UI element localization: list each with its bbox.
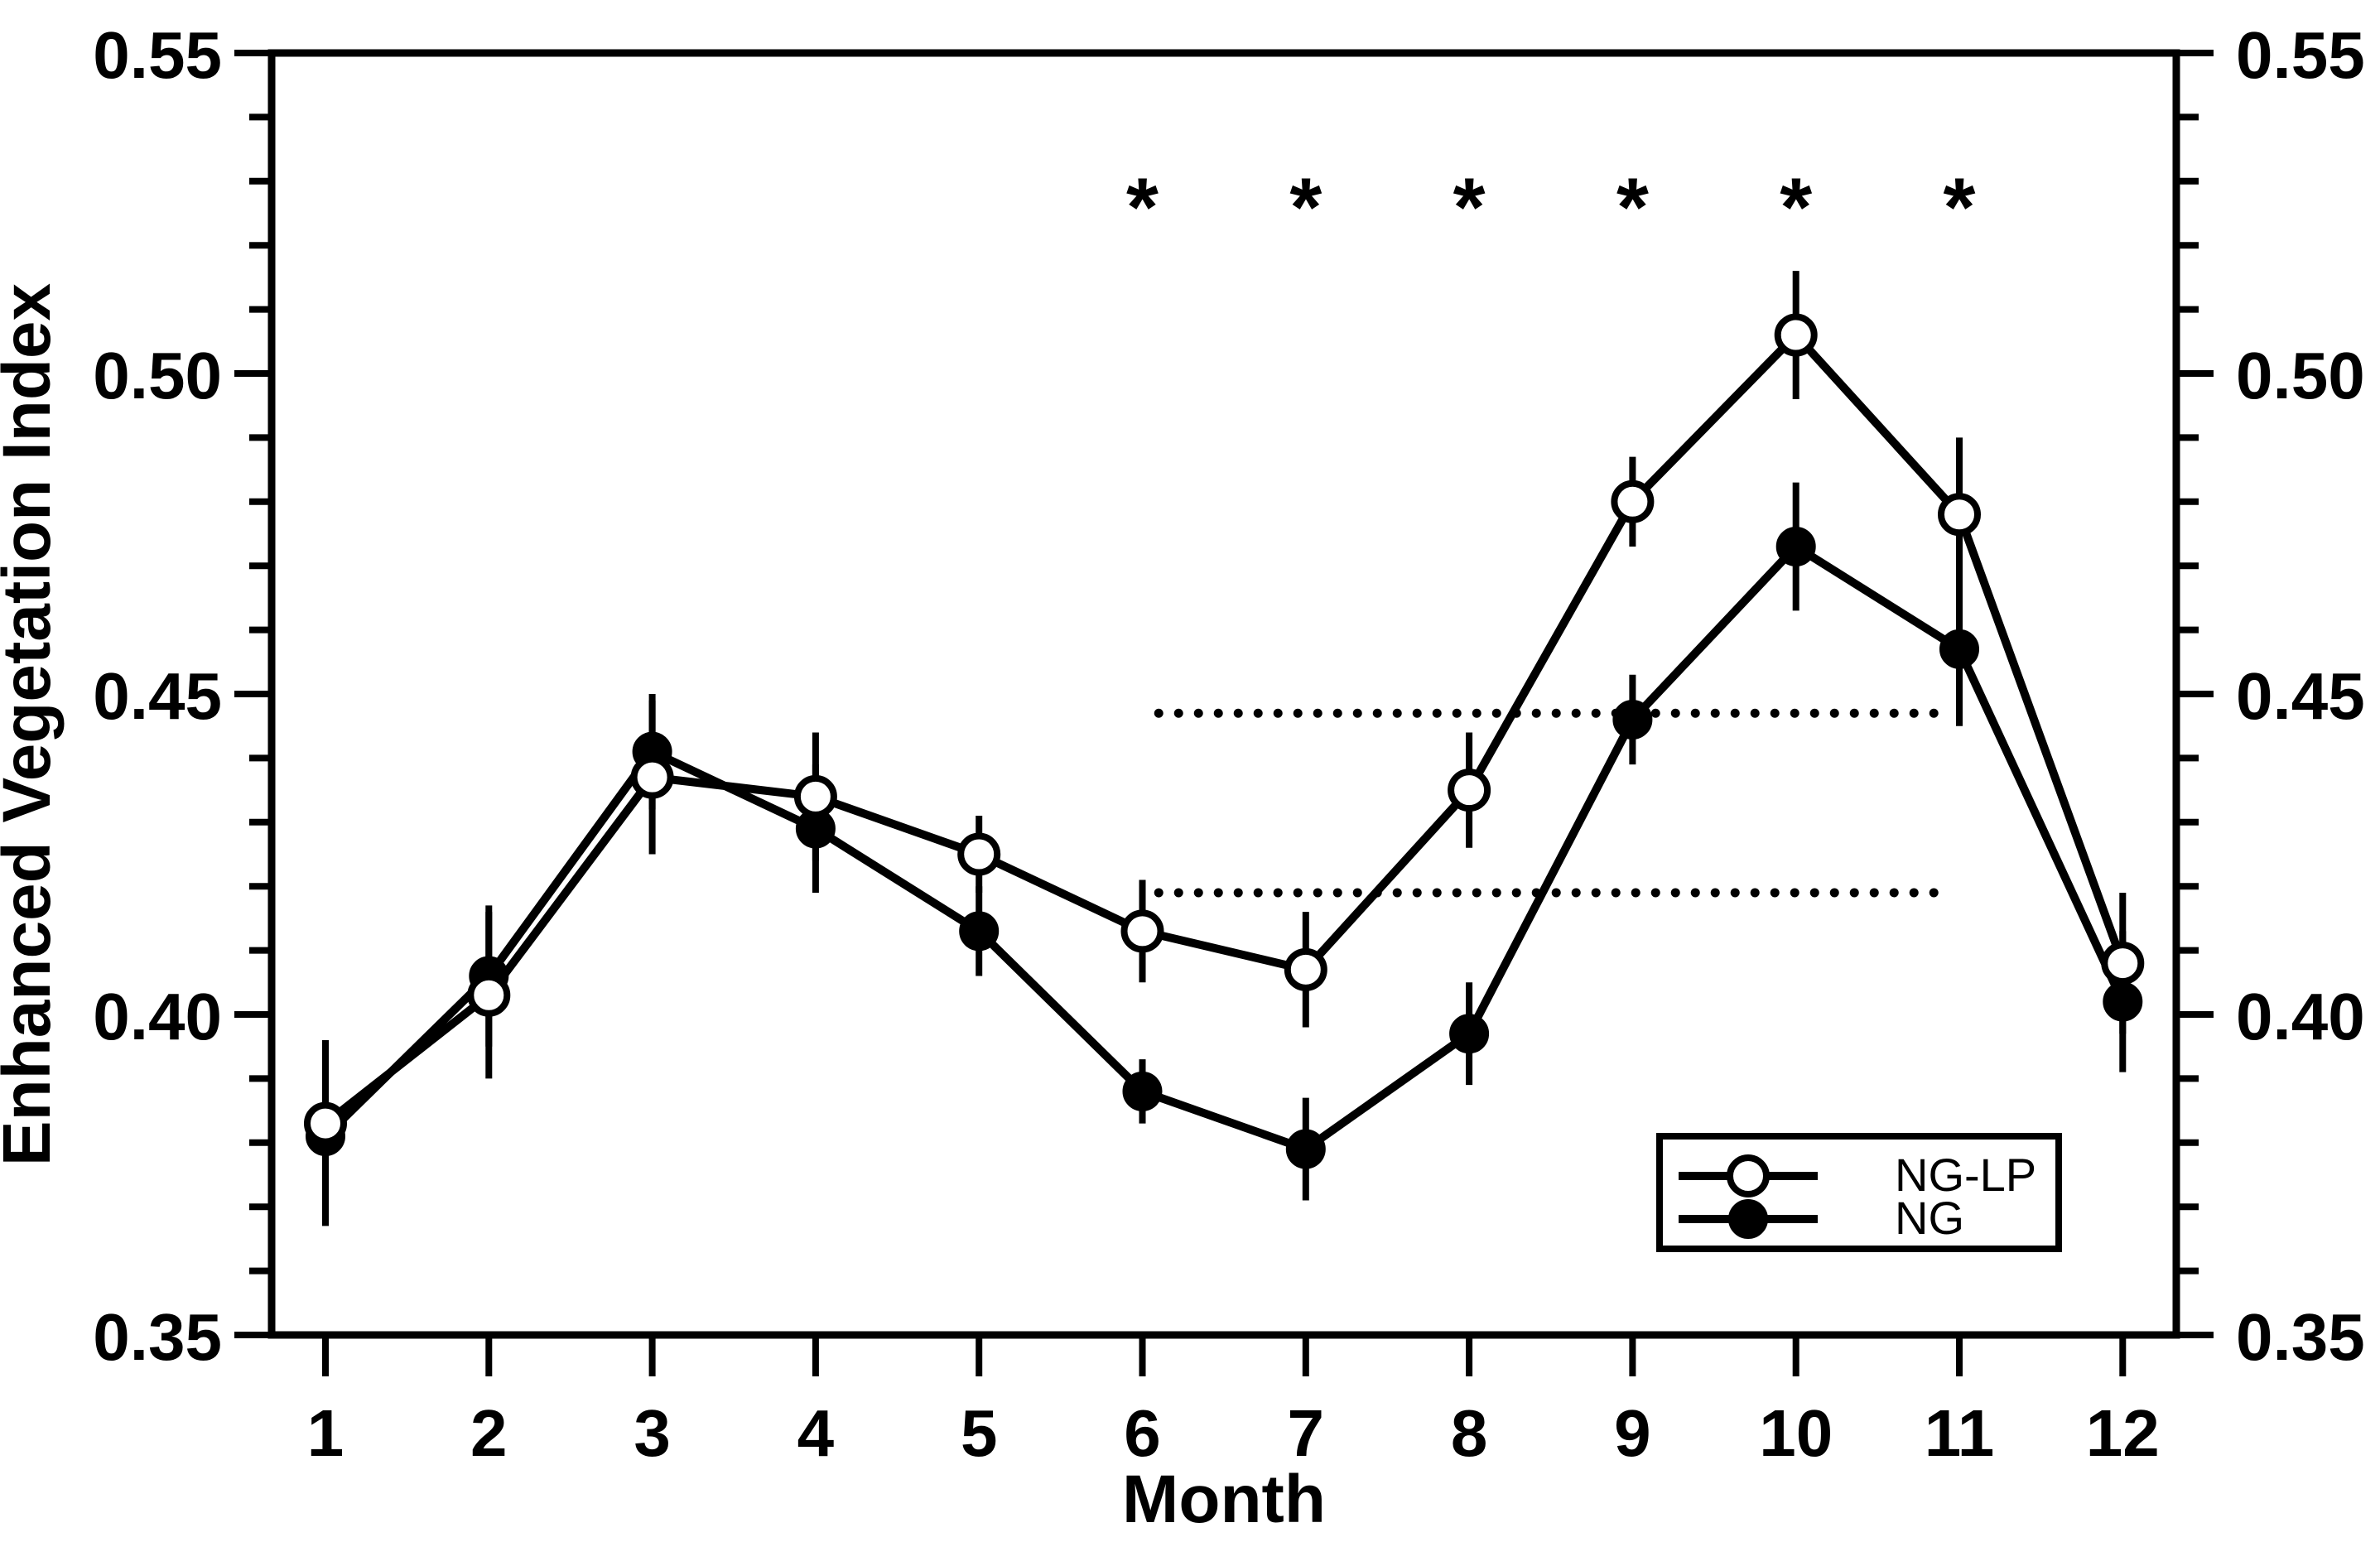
significance-asterisk-month-11: * [1944,161,1976,253]
series-line-NG-LP [322,329,2127,1127]
marker-NG-LP-month-10 [1774,313,1818,357]
marker-NG-LP-month-5 [957,832,1001,876]
y-tick-label-left-0.50: 0.50 [93,339,222,412]
y-tick-label-right-0.40: 0.40 [2236,980,2365,1053]
x-axis-label: Month [1122,1462,1326,1537]
y-tick-label-left-0.45: 0.45 [93,659,222,733]
x-tick-label-month-1: 1 [307,1396,344,1470]
marker-NG-LP-month-12 [2101,942,2145,985]
x-tick-label-month-11: 11 [1925,1396,1995,1470]
marker-NG-LP-month-11 [1938,493,1981,537]
y-tick-label-right-0.50: 0.50 [2236,339,2365,412]
significance-asterisk-month-6: * [1126,161,1159,253]
x-tick-label-month-10: 10 [1759,1396,1833,1470]
legend-box [1656,1133,2062,1252]
y-tick-label-right-0.35: 0.35 [2236,1300,2365,1374]
marker-NG-LP-month-2 [467,973,511,1017]
x-tick-label-month-6: 6 [1124,1396,1161,1470]
marker-NG-month-9 [1612,699,1653,740]
x-tick-label-month-9: 9 [1614,1396,1651,1470]
marker-NG-LP-month-9 [1611,479,1655,523]
x-tick-label-month-4: 4 [797,1396,835,1470]
marker-NG-LP-month-3 [630,755,674,799]
y-tick-label-right-0.45: 0.45 [2236,659,2365,733]
marker-NG-month-5 [959,911,1000,952]
significance-asterisk-month-10: * [1780,161,1812,253]
marker-NG-LP-month-4 [793,774,837,818]
y-tick-label-left-0.55: 0.55 [93,18,222,92]
marker-NG-month-10 [1775,526,1816,566]
x-tick-label-month-8: 8 [1451,1396,1488,1470]
y-tick-label-left-0.35: 0.35 [93,1300,222,1374]
x-tick-label-month-7: 7 [1288,1396,1325,1470]
significance-asterisk-month-8: * [1453,161,1486,253]
marker-NG-month-11 [1939,629,1979,669]
x-tick-label-month-5: 5 [961,1396,998,1470]
x-tick-label-month-3: 3 [634,1396,671,1470]
x-tick-label-month-12: 12 [2086,1396,2160,1470]
marker-NG-month-6 [1122,1071,1163,1111]
marker-NG-month-8 [1449,1014,1490,1054]
legend-marker-NG-LP [1727,1154,1770,1197]
y-axis-label: Enhanced Vegetation Index [0,283,65,1166]
marker-NG-LP-month-8 [1448,769,1491,812]
significance-asterisk-month-9: * [1616,161,1649,253]
legend-marker-NG [1728,1199,1768,1239]
x-tick-label-month-2: 2 [470,1396,508,1470]
y-tick-label-right-0.55: 0.55 [2236,18,2365,92]
marker-NG-LP-month-7 [1284,947,1327,991]
marker-NG-LP-month-6 [1120,909,1164,953]
marker-NG-month-12 [2103,981,2143,1022]
series-line-NG [322,541,2127,1154]
marker-NG-month-7 [1285,1129,1326,1169]
legend-label-NG-LP: NG-LP [1895,1149,2036,1201]
y-tick-label-left-0.40: 0.40 [93,980,222,1053]
significance-asterisk-month-7: * [1289,161,1322,253]
legend-label-NG: NG [1895,1192,1964,1244]
marker-NG-LP-month-1 [304,1101,347,1145]
